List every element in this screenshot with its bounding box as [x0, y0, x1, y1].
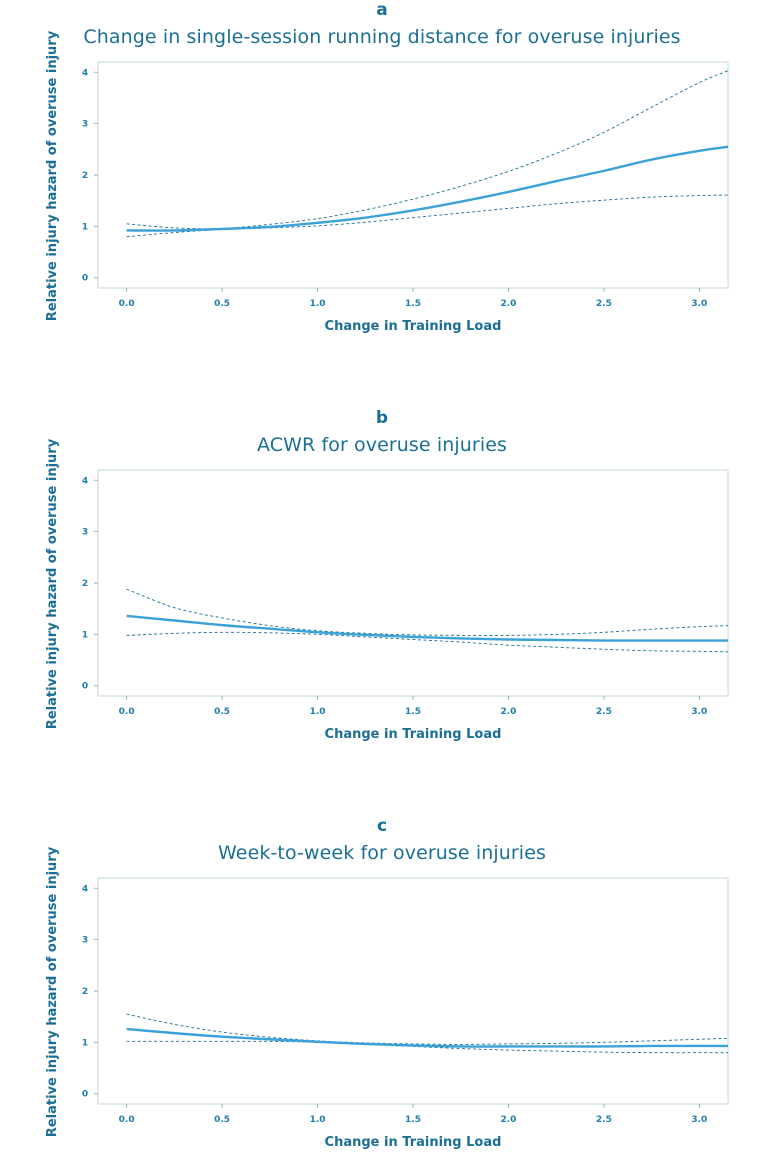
- x-tick-label: 1.0: [310, 1115, 326, 1125]
- y-tick-label: 4: [82, 884, 88, 894]
- ci-lower-line: [126, 1040, 728, 1054]
- x-tick-label: 2.5: [596, 1115, 612, 1125]
- x-tick-label: 0.5: [214, 299, 230, 309]
- ci-lower-line: [126, 194, 729, 238]
- line-chart-b: 0 1 2 3 4 0.0 0.5 1.0 1.5 2.0 2.5 3.0 Change in Trai…: [45, 438, 729, 742]
- x-tick-label: 2.5: [596, 299, 612, 309]
- y-axis-label: Relative injury hazard of overuse injury: [45, 846, 60, 1137]
- y-tick-label: 3: [82, 936, 88, 946]
- estimate-line: [126, 1027, 728, 1048]
- y-tick-label: 0: [82, 1090, 88, 1100]
- y-tick-label: 2: [82, 171, 88, 181]
- plot-frame: [97, 877, 729, 1105]
- y-tick-label: 4: [82, 476, 88, 486]
- x-tick-label: 2.5: [596, 707, 612, 717]
- x-tick-label: 0.5: [214, 1115, 230, 1125]
- y-axis-label: Relative injury hazard of overuse injury: [45, 438, 60, 729]
- y-axis-label: Relative injury hazard of overuse injury: [45, 30, 60, 321]
- chart-title: ACWR for overuse injuries: [257, 434, 507, 456]
- line-chart-c: 0 1 2 3 4 0.0 0.5 1.0 1.5 2.0 2.5 3.0 Change in Trai…: [45, 846, 729, 1150]
- y-tick-label: 1: [82, 630, 88, 640]
- x-tick-label: 2.0: [500, 1115, 516, 1125]
- x-tick-label: 3.0: [691, 1115, 707, 1125]
- y-tick-label: 0: [82, 682, 88, 692]
- x-tick-label: 0.5: [214, 707, 230, 717]
- y-tick-label: 3: [82, 120, 88, 130]
- y-tick-label: 2: [82, 579, 88, 589]
- x-axis-label: Change in Training Load: [325, 727, 502, 742]
- x-tick-label: 0.0: [119, 1115, 135, 1125]
- y-tick-label: 0: [82, 274, 88, 284]
- x-tick-label: 1.5: [405, 1115, 421, 1125]
- x-tick-label: 3.0: [691, 707, 707, 717]
- x-tick-label: 0.0: [119, 707, 135, 717]
- y-tick-label: 4: [82, 68, 88, 78]
- chart-title: Week-to-week for overuse injuries: [218, 842, 546, 864]
- x-tick-label: 0.0: [119, 299, 135, 309]
- panel-letter: c: [376, 816, 388, 836]
- x-axis-label: Change in Training Load: [325, 319, 502, 334]
- estimate-line: [126, 145, 729, 232]
- x-tick-label: 1.5: [405, 707, 421, 717]
- x-tick-label: 1.0: [310, 707, 326, 717]
- x-tick-label: 2.0: [500, 707, 516, 717]
- x-tick-label: 1.5: [405, 299, 421, 309]
- x-tick-label: 1.0: [310, 299, 326, 309]
- x-axis-label: Change in Training Load: [325, 1135, 502, 1150]
- y-tick-label: 2: [82, 987, 88, 997]
- plot-frame: [97, 469, 729, 697]
- x-tick-label: 3.0: [691, 299, 707, 309]
- y-tick-label: 1: [82, 1038, 88, 1048]
- x-tick-label: 2.0: [500, 299, 516, 309]
- chart-title: Change in single-session running distanc…: [83, 26, 681, 48]
- panel-letter: a: [376, 0, 388, 20]
- y-tick-label: 3: [82, 528, 88, 538]
- plot-frame: [97, 61, 729, 289]
- y-tick-label: 1: [82, 222, 88, 232]
- ci-upper-line: [126, 1013, 729, 1045]
- ci-upper-line: [126, 588, 729, 636]
- ci-upper-line: [126, 70, 729, 230]
- estimate-line: [126, 614, 728, 642]
- panel-letter: b: [375, 408, 389, 428]
- ci-lower-line: [126, 631, 729, 653]
- line-chart-a: 0 1 2 3 4 0.0 0.5 1.0 1.5 2.0 2.5 3.0 Change in Trai…: [45, 30, 729, 334]
